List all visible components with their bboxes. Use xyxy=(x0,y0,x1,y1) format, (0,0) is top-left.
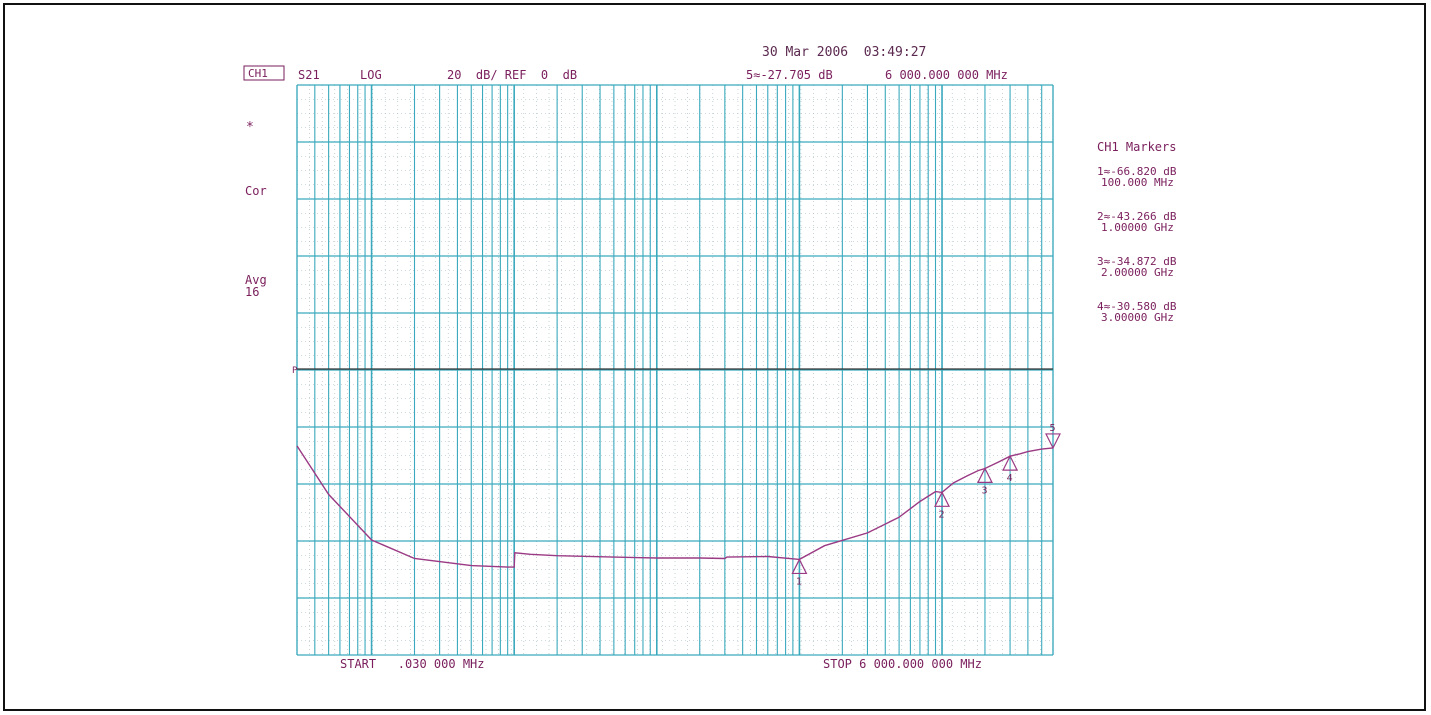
marker-entry-value: 4≈-30.580 dB xyxy=(1097,300,1177,313)
marker-5: 5 xyxy=(1045,423,1061,450)
marker-entry-freq: 3.00000 GHz xyxy=(1101,311,1174,324)
marker-entry-freq: 2.00000 GHz xyxy=(1101,266,1174,279)
ref-marker-label: P xyxy=(292,366,298,376)
marker-3: 3 xyxy=(976,467,993,496)
marker-entry-freq: 100.000 MHz xyxy=(1101,176,1174,189)
marker-label: 5 xyxy=(1050,423,1056,434)
timestamp: 30 Mar 2006 03:49:27 xyxy=(762,45,926,60)
marker-triangle xyxy=(1045,433,1061,450)
marker-entry-freq: 1.00000 GHz xyxy=(1101,221,1174,234)
format-label: LOG xyxy=(360,68,382,82)
avg-count: 16 xyxy=(245,285,259,299)
marker-2: 2 xyxy=(934,490,950,520)
avg-label: Avg xyxy=(245,273,267,287)
marker-triangle xyxy=(934,490,950,507)
markers-panel-entry: 3≈-34.872 dB2.00000 GHz xyxy=(1097,255,1177,279)
marker-dot: * xyxy=(246,120,254,135)
cor-label: Cor xyxy=(245,184,267,198)
marker-entry-value: 3≈-34.872 dB xyxy=(1097,255,1177,268)
marker-triangle xyxy=(791,558,808,575)
marker-entry-value: 1≈-66.820 dB xyxy=(1097,165,1177,178)
marker-label: 1 xyxy=(796,576,802,587)
marker-label: 4 xyxy=(1007,473,1013,484)
markers-panel-title: CH1 Markers xyxy=(1097,140,1176,154)
channel-box[interactable] xyxy=(243,65,285,81)
start-frequency: START .030 000 MHz xyxy=(340,657,485,671)
markers-panel-entry: 2≈-43.266 dB1.00000 GHz xyxy=(1097,210,1177,234)
channel-label: CH1 xyxy=(248,67,268,80)
marker-entry-value: 2≈-43.266 dB xyxy=(1097,210,1177,223)
active-marker-value: 5≈-27.705 dB xyxy=(746,68,833,82)
plot-frame xyxy=(3,3,1426,711)
marker-label: 3 xyxy=(981,485,987,496)
marker-4: 4 xyxy=(1002,454,1019,484)
markers-panel-entry: 4≈-30.580 dB3.00000 GHz xyxy=(1097,300,1177,324)
param-label: S21 xyxy=(298,68,320,82)
marker-triangle xyxy=(976,467,993,483)
stop-frequency: STOP 6 000.000 000 MHz xyxy=(823,657,982,671)
scale-label: 20 dB/ REF 0 dB xyxy=(447,68,577,82)
marker-group: 1 2 3 4 5 xyxy=(791,423,1061,587)
chart-grid xyxy=(296,84,1054,656)
marker-label: 2 xyxy=(939,509,945,520)
marker-1: 1 xyxy=(791,558,808,587)
marker-triangle xyxy=(1002,454,1019,471)
active-marker-freq: 6 000.000 000 MHz xyxy=(885,68,1008,82)
